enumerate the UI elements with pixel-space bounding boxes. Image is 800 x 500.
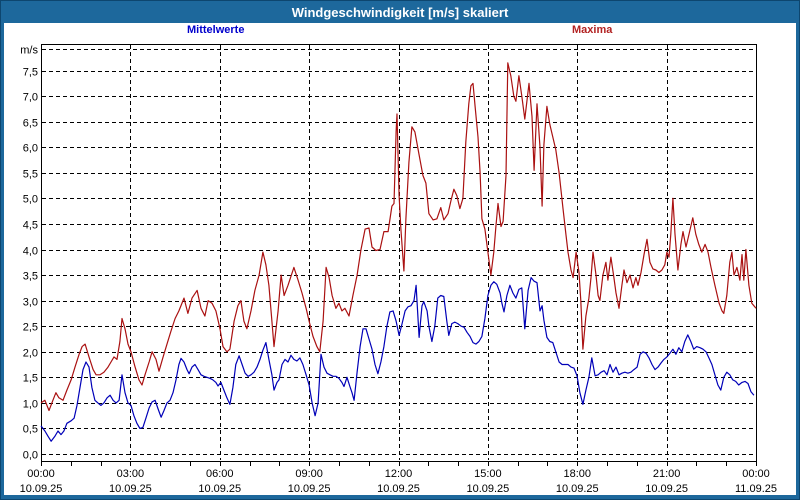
x-tick-time-label: 18:00 — [563, 468, 591, 480]
y-tick-label: 4,5 — [23, 220, 38, 232]
y-axis-unit-label: m/s — [20, 45, 38, 57]
x-tick-time-label: 00:00 — [27, 468, 55, 480]
x-tick-time-label: 03:00 — [117, 468, 145, 480]
x-tick-date-label: 10.09.25 — [20, 483, 63, 495]
x-tick-time-label: 21:00 — [653, 468, 681, 480]
x-tick-time-label: 06:00 — [206, 468, 234, 480]
x-tick-date-label: 10.09.25 — [466, 483, 509, 495]
x-tick-date-label: 10.09.25 — [288, 483, 331, 495]
window-title: Windgeschwindigkeit [m/s] skaliert — [291, 4, 509, 20]
mean-wind-speed-line — [40, 277, 755, 442]
y-tick-label: 5,0 — [23, 194, 38, 206]
y-tick-label: 0,0 — [23, 450, 38, 462]
y-tick-label: 1,5 — [23, 373, 38, 385]
x-tick-date-label: 11.09.25 — [735, 483, 777, 495]
x-tick-time-label: 12:00 — [385, 468, 413, 480]
max-wind-speed-line — [40, 62, 757, 412]
x-tick-date-label: 10.09.25 — [556, 483, 599, 495]
y-tick-label: 2,0 — [23, 348, 38, 360]
x-tick-time-label: 15:00 — [474, 468, 502, 480]
y-tick-label: 3,5 — [23, 271, 38, 283]
y-tick-label: 7,0 — [23, 92, 38, 104]
legend-maxima: Maxima — [572, 24, 613, 36]
y-tick-label: 6,0 — [23, 143, 38, 155]
x-tick-date-label: 10.09.25 — [109, 483, 152, 495]
y-tick-label: 7,5 — [23, 67, 38, 79]
x-tick-date-label: 10.09.25 — [377, 483, 420, 495]
x-tick-date-label: 10.09.25 — [645, 483, 688, 495]
y-tick-label: 5,5 — [23, 169, 38, 181]
title-bar: Windgeschwindigkeit [m/s] skaliert — [1, 1, 799, 23]
y-tick-label: 0,5 — [23, 424, 38, 436]
x-tick-time-label: 09:00 — [295, 468, 323, 480]
y-tick-label: 1,0 — [23, 399, 38, 411]
y-tick-label: 6,5 — [23, 118, 38, 130]
y-tick-label: 3,0 — [23, 297, 38, 309]
y-tick-label: 4,0 — [23, 246, 38, 258]
x-tick-date-label: 10.09.25 — [198, 483, 241, 495]
legend-mittelwerte: Mittelwerte — [187, 24, 245, 36]
x-tick-time-label: 00:00 — [742, 468, 770, 480]
y-tick-label: 2,5 — [23, 322, 38, 334]
